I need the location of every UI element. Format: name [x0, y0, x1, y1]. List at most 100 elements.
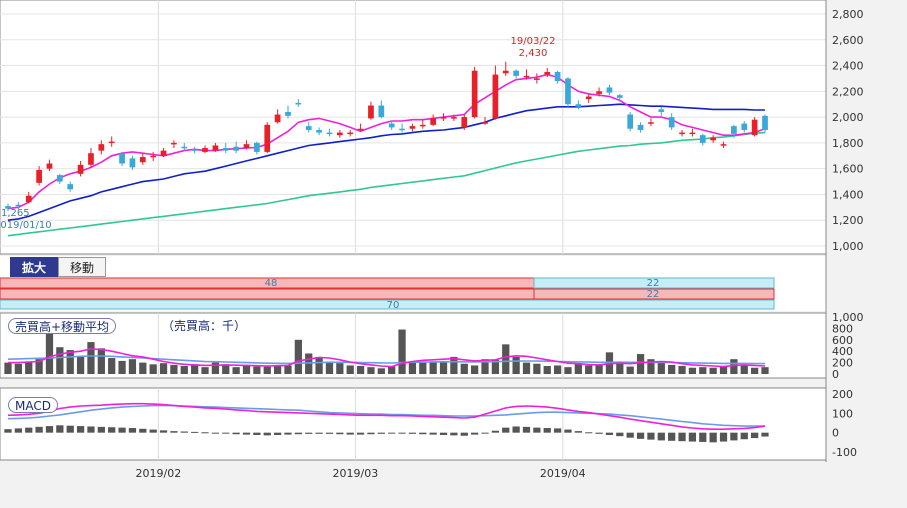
candle-body [523, 75, 530, 78]
macd-histogram-bar [273, 432, 282, 435]
start-value-annotation: 1,265 [1, 208, 30, 219]
macd-histogram-bar [574, 431, 582, 433]
volume-bar [761, 367, 769, 374]
volume-bar [346, 365, 354, 374]
candle-body [305, 126, 312, 130]
volume-bar [211, 362, 220, 374]
volume-bar [4, 362, 12, 374]
volume-bar [616, 363, 624, 374]
volume-bar [139, 362, 147, 374]
macd-histogram-bar [336, 432, 344, 435]
price-y-tick-label: 2,600 [832, 34, 864, 47]
ma-long-line [7, 131, 766, 237]
volume-bar [678, 366, 686, 374]
volume-bar [564, 367, 572, 374]
candle-body [534, 78, 540, 80]
price-y-tick-label: 2,800 [832, 8, 864, 21]
range-bar-mid-right [533, 288, 775, 300]
peak-date-annotation: 19/03/22 [511, 36, 556, 47]
candle-body [295, 102, 302, 105]
volume-bar [751, 367, 759, 374]
x-tick-label: 2019/03 [333, 467, 379, 480]
candle-body [751, 119, 758, 136]
macd-histogram-bar [253, 432, 261, 435]
volume-ma-line [8, 348, 766, 368]
candle-body [25, 195, 32, 203]
volume-bar [87, 342, 95, 374]
candle-body [648, 122, 654, 124]
candle-body [119, 153, 125, 164]
macd-histogram-bar [657, 432, 665, 441]
candle-body [316, 130, 322, 133]
candle-body [544, 72, 551, 75]
volume-bar [35, 359, 43, 374]
price-y-tick-label: 2,000 [832, 111, 864, 124]
macd-histogram-bar [294, 432, 302, 435]
price-y-tick-label: 1,600 [832, 163, 864, 176]
volume-bar [533, 363, 541, 374]
macd-panel-title: MACD [8, 397, 58, 413]
candle-body [585, 96, 592, 100]
volume-bar [222, 364, 230, 374]
candle-body [336, 132, 343, 136]
volume-bar [450, 356, 458, 374]
peak-value-annotation: 2,430 [519, 48, 548, 59]
zoom-button[interactable]: 拡大 [10, 257, 58, 277]
volume-bar [294, 339, 302, 374]
macd-histogram-bar [87, 426, 95, 433]
volume-bar [201, 367, 209, 374]
candle-body [616, 95, 623, 98]
candle-body [274, 114, 281, 123]
volume-bar [232, 367, 240, 374]
price-y-tick-label: 1,200 [832, 214, 864, 227]
volume-bar [668, 364, 676, 374]
candle-body [357, 128, 364, 131]
volume-bar [14, 363, 22, 374]
candle-body [720, 144, 727, 146]
macd-histogram-bar [377, 432, 385, 434]
macd-histogram-bar [232, 432, 240, 435]
candle-body [46, 163, 53, 169]
volume-bar [429, 361, 437, 374]
macd-histogram-bar [471, 432, 479, 435]
candle-body [399, 128, 405, 131]
candle-body [212, 145, 219, 151]
volume-y-tick-label: 600 [832, 334, 853, 347]
volume-unit-label: （売買高：千） [162, 319, 247, 333]
candle-body [513, 70, 519, 76]
volume-y-tick-label: 800 [832, 322, 853, 335]
macd-histogram-bar [4, 429, 12, 433]
candle-body [56, 175, 63, 182]
candle-body [88, 153, 94, 165]
macd-histogram-bar [481, 432, 489, 434]
candle-body [264, 124, 271, 152]
candle-body [15, 204, 22, 207]
ma-short-line [7, 73, 766, 210]
volume-bar [502, 344, 510, 374]
move-button[interactable]: 移動 [58, 257, 106, 277]
volume-bar [305, 353, 313, 374]
ma-mid-line [7, 103, 765, 221]
volume-bar [647, 359, 655, 374]
macd-histogram-bar [730, 432, 738, 441]
macd-histogram-bar [595, 432, 603, 434]
range-bar-top-right [533, 277, 775, 289]
candle-body [191, 149, 198, 151]
candle-body [160, 150, 167, 156]
volume-bar [128, 359, 137, 374]
macd-histogram-bar [636, 432, 645, 439]
candle-body [565, 78, 571, 105]
macd-y-tick-label: 100 [832, 407, 853, 420]
volume-bar [273, 366, 282, 374]
volume-y-tick-label: 400 [832, 345, 853, 358]
candle-body [502, 70, 509, 74]
candle-body [575, 104, 582, 107]
candle-body [222, 148, 229, 151]
macd-histogram-bar [191, 431, 199, 433]
macd-histogram-bar [605, 432, 614, 435]
macd-y-tick-label: 0 [832, 427, 839, 440]
candle-body [430, 118, 437, 125]
candle-body [440, 117, 447, 119]
macd-histogram-bar [429, 432, 437, 435]
